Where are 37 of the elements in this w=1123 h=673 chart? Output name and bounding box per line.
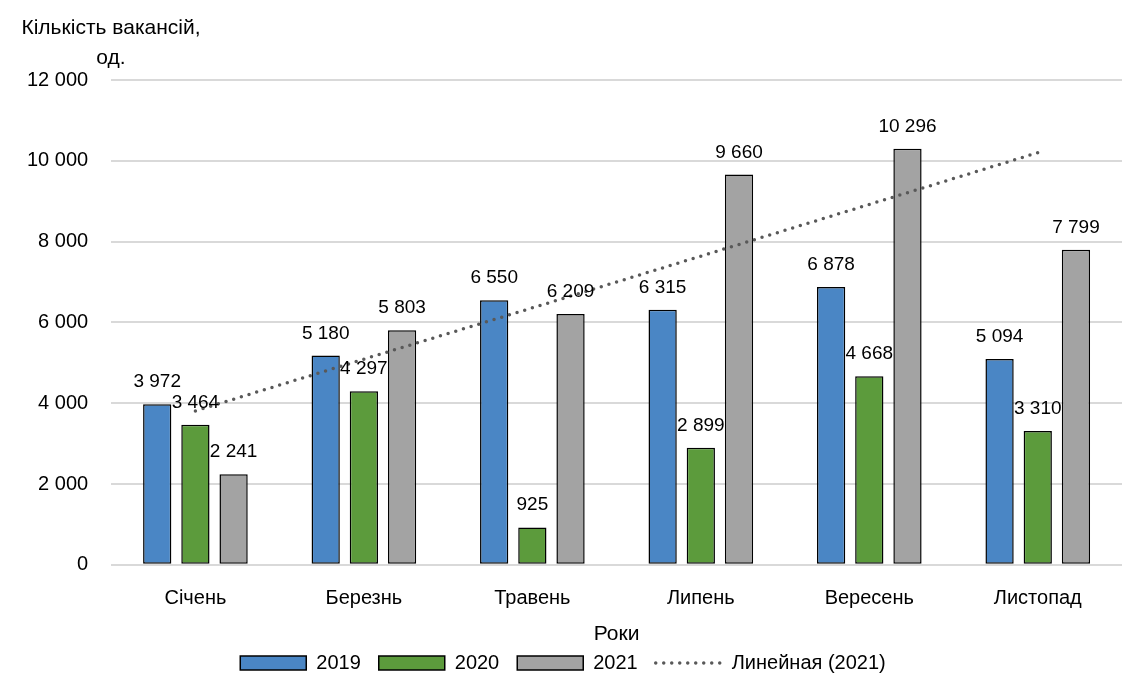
data-label: 2 899	[677, 413, 725, 435]
data-label: 3 310	[1013, 397, 1062, 419]
y-tick-label: 8 000	[38, 229, 89, 252]
y-tick-label: 2 000	[38, 471, 89, 494]
legend-label: Линейная (2021)	[731, 650, 886, 673]
x-tick-label: Листопад	[993, 586, 1083, 609]
x-axis-title: Роки	[593, 621, 640, 645]
data-label: 5 180	[301, 321, 350, 343]
data-label: 925	[516, 493, 549, 515]
data-label: 6 315	[638, 275, 687, 297]
x-tick-label: Січень	[164, 586, 227, 609]
data-label: 4 297	[340, 357, 388, 379]
x-tick-label: Травень	[494, 586, 571, 609]
y-tick-label: 12 000	[27, 67, 89, 90]
data-label: 9 660	[715, 140, 763, 162]
data-label: 10 296	[878, 114, 937, 136]
y-tick-label: 6 000	[38, 309, 89, 332]
data-label: 2 241	[209, 440, 258, 462]
y-tick-label: 10 000	[27, 148, 89, 171]
data-label: 4 668	[845, 342, 894, 364]
data-label: 6 209	[546, 279, 595, 301]
x-tick-label: Вересень	[824, 586, 914, 609]
x-tick-label: Березнь	[325, 586, 403, 609]
legend-label: 2019	[316, 650, 361, 673]
data-label: 7 799	[1052, 215, 1100, 237]
x-tick-label: Липень	[666, 586, 735, 609]
data-label: 3 464	[171, 390, 220, 412]
data-label: 5 094	[975, 325, 1024, 346]
y-tick-label: 0	[77, 552, 89, 575]
data-label: 5 803	[378, 296, 426, 318]
y-tick-label: 4 000	[38, 390, 89, 413]
data-label: 3 972	[133, 370, 181, 392]
y-axis-title: Кількість вакансій, од.	[21, 15, 201, 68]
data-label: 6 550	[470, 266, 518, 288]
data-label: 6 878	[807, 252, 855, 274]
legend-label: 2021	[593, 650, 638, 673]
legend-label: 2020	[454, 650, 500, 673]
